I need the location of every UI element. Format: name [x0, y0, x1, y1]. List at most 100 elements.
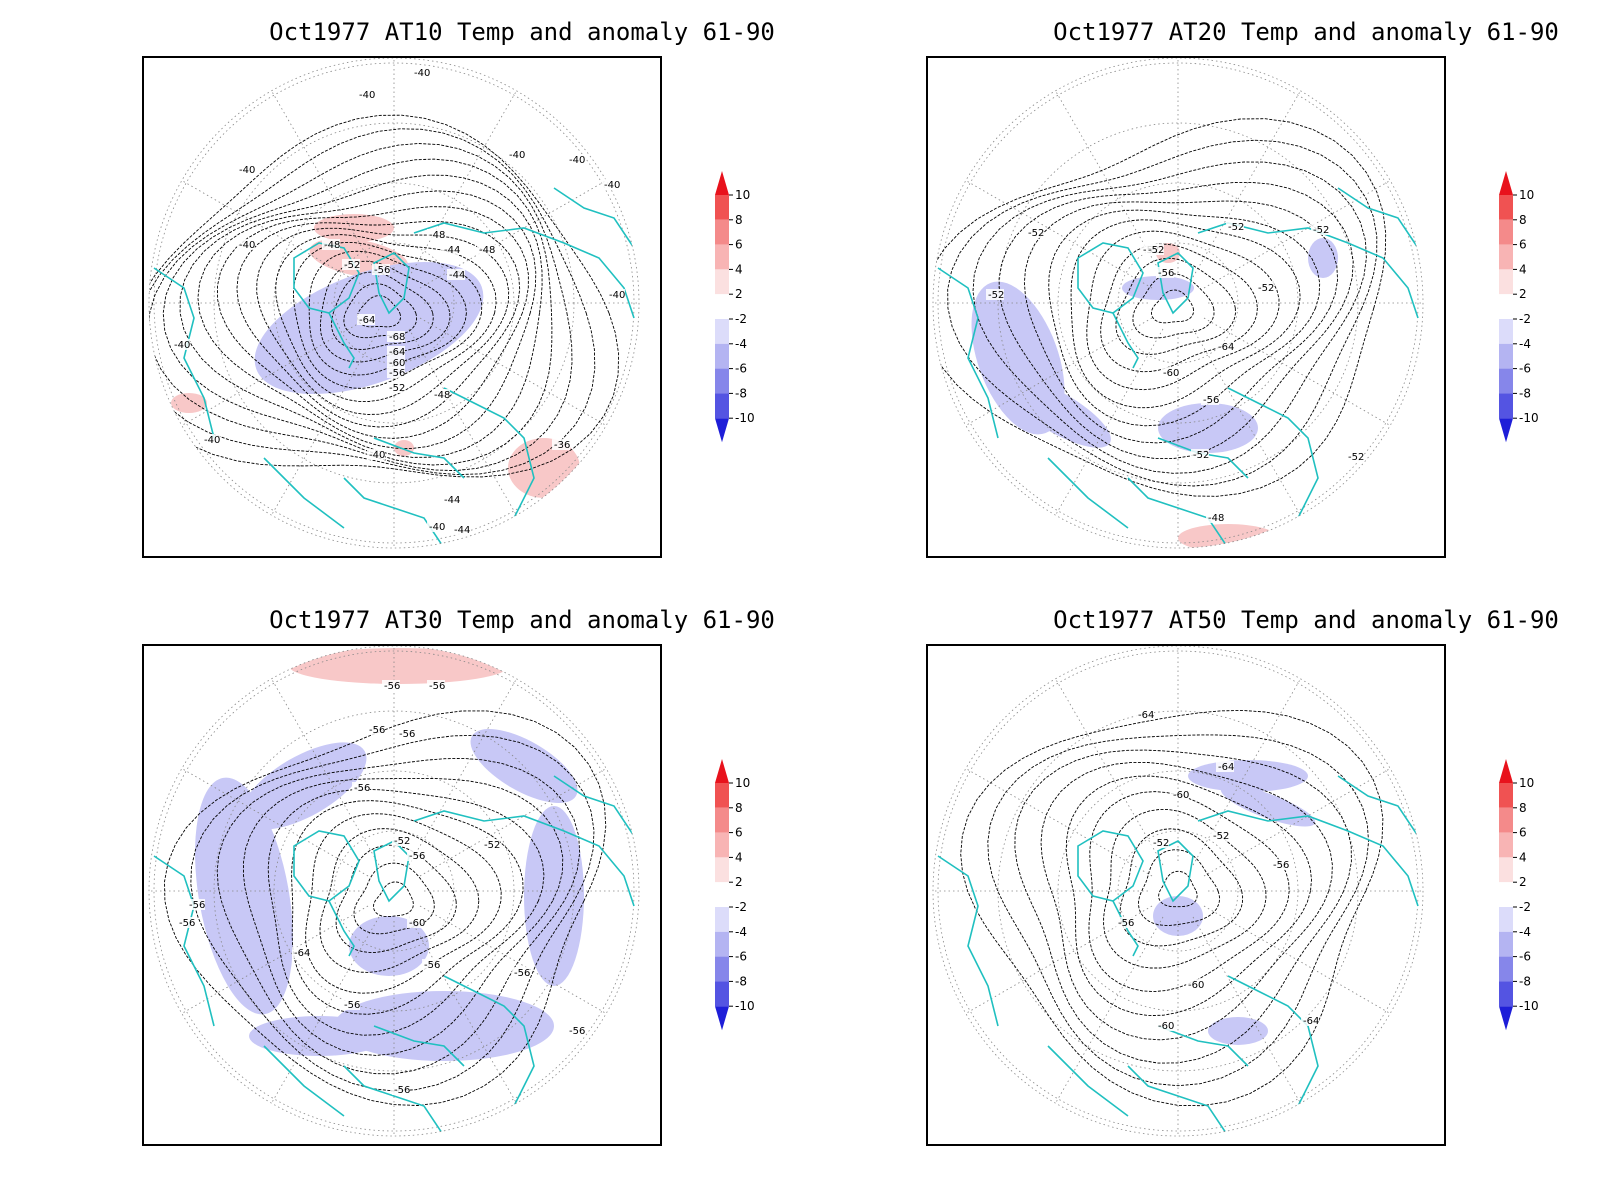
temperature-contour — [1151, 289, 1195, 324]
coastline — [1077, 830, 1144, 902]
colorbar-segment — [1499, 857, 1513, 883]
contour-label: -56 — [1273, 860, 1289, 871]
meridian-line — [408, 328, 517, 516]
colorbar-segment — [1499, 219, 1513, 245]
contour-label: -52 — [484, 840, 500, 851]
temperature-contour — [1014, 749, 1352, 1064]
coastline — [293, 830, 360, 902]
contour-label: -56 — [369, 725, 385, 736]
polar-map: -40 -40 -40 -40 -40 -40 -40 -40 -40 -40 -48 -52 -56-… — [142, 56, 662, 558]
temperature-contour — [1040, 761, 1333, 1041]
contour-label: -60 — [389, 358, 405, 369]
contour-label: -40 — [569, 155, 585, 166]
contour-label: -56 — [189, 900, 205, 911]
colorbar-segment — [715, 294, 729, 319]
colorbar-tick-label: 2 — [1519, 875, 1527, 889]
colorbar-segment — [715, 393, 729, 419]
colorbar-segment — [1499, 981, 1513, 1007]
temperature-contour — [308, 250, 467, 376]
cold-anomaly-region — [1188, 760, 1308, 792]
latitude-circle — [333, 242, 455, 364]
map-panel-at30: Oct1977 AT30 Temp and anomaly 61-90 -56 -… — [142, 606, 902, 1186]
contour-label: -40 — [604, 180, 620, 191]
temperature-contour — [243, 777, 564, 1056]
contour-label: -64 — [1138, 710, 1154, 721]
colorbar-segment — [1499, 907, 1513, 932]
anomaly-colorbar: 10 8 6 4 2 -2 -4 -6 -8 -10 — [707, 759, 767, 1031]
colorbar-tick-label: -6 — [735, 950, 747, 964]
contour-label: -40 — [359, 90, 375, 101]
colorbar-tick-label: 2 — [1519, 287, 1527, 301]
map-panel-at10: Oct1977 AT10 Temp and anomaly 61-90 -40-… — [142, 18, 902, 598]
latitude-circle — [937, 62, 1419, 544]
colorbar-tick-label: -4 — [735, 337, 747, 351]
meridian-line — [965, 768, 1153, 877]
colorbar-tick-label: 10 — [1519, 776, 1534, 790]
cold-anomaly-region — [1220, 785, 1316, 827]
polar-map: -52-52-52-52-52-56-52-64-60-56-52-52-48-… — [926, 56, 1446, 558]
contour-label: -64 — [389, 347, 405, 358]
map-panel-at50: Oct1977 AT50 Temp and anomaly 61-90 -64 -… — [926, 606, 1600, 1186]
colorbar-tick-label: -2 — [735, 312, 747, 326]
temperature-contour — [1100, 243, 1258, 373]
temperature-contour — [179, 174, 543, 458]
colorbar-tick-label: -10 — [1519, 999, 1539, 1013]
latitude-circle — [1117, 830, 1239, 952]
cold-anomaly-region — [334, 991, 554, 1061]
map-boundary — [932, 646, 1424, 1137]
temperature-contour — [1115, 257, 1236, 355]
temperature-contour — [356, 295, 402, 328]
temperature-contour — [1065, 775, 1312, 1017]
colorbar-tick-label: 8 — [1519, 801, 1527, 815]
colorbar-tick-label: 10 — [735, 188, 750, 202]
temperature-contour — [190, 734, 595, 1092]
temperature-contour — [275, 234, 497, 402]
colorbar-tick-label: 4 — [1519, 850, 1527, 864]
colorbar-tick-label: 6 — [735, 826, 743, 840]
cold-anomaly-region — [241, 742, 367, 830]
colorbar-segment — [715, 783, 729, 808]
cold-anomaly-region — [195, 777, 293, 1015]
coastline — [1077, 242, 1144, 314]
contour-label: -52 — [1258, 283, 1274, 294]
temperature-contour — [998, 181, 1354, 460]
meridian-line — [1203, 905, 1391, 1014]
contour-label: -40 — [204, 435, 220, 446]
colorbar-bottom-arrow — [715, 418, 729, 443]
map-boundary — [148, 646, 640, 1137]
colorbar-tick-label: -2 — [735, 900, 747, 914]
contour-label: -40 — [414, 68, 430, 79]
colorbar-top-arrow — [1499, 759, 1513, 783]
contour-label: -68 — [389, 332, 405, 343]
colorbar-tick-label: -6 — [735, 362, 747, 376]
contour-label: -56 — [374, 265, 390, 276]
colorbar-segment — [1499, 195, 1513, 220]
panel-title: Oct1977 AT30 Temp and anomaly 61-90 — [269, 606, 775, 634]
coastline — [937, 855, 999, 1027]
colorbar-tick-label: -4 — [735, 925, 747, 939]
temperature-contour — [236, 220, 521, 428]
coastline — [373, 840, 410, 903]
latitude-circle — [153, 650, 635, 1132]
contour-label: -52 — [344, 260, 360, 271]
contour-label: -56 — [1118, 918, 1134, 929]
contour-label: -48 — [479, 245, 495, 256]
panel-title: Oct1977 AT50 Temp and anomaly 61-90 — [1053, 606, 1559, 634]
contour-label: -52 — [394, 836, 410, 847]
colorbar-tick-label: -10 — [735, 999, 755, 1013]
temperature-contour — [256, 227, 510, 415]
colorbar-tick-label: -8 — [735, 386, 747, 400]
contour-label: -60 — [1173, 790, 1189, 801]
contour-label: -52 — [988, 290, 1004, 301]
meridian-line — [965, 180, 1153, 289]
contour-label: -48 — [429, 230, 445, 241]
colorbar-top-arrow — [1499, 171, 1513, 195]
coastline — [413, 222, 635, 319]
contour-label: -56 — [394, 1085, 410, 1096]
contour-label: -56 — [354, 783, 370, 794]
coastline — [328, 312, 355, 369]
coastline — [1047, 457, 1129, 529]
colorbar-tick-label: 10 — [735, 776, 750, 790]
colorbar-segment — [1499, 244, 1513, 270]
colorbar-segment — [715, 269, 729, 295]
